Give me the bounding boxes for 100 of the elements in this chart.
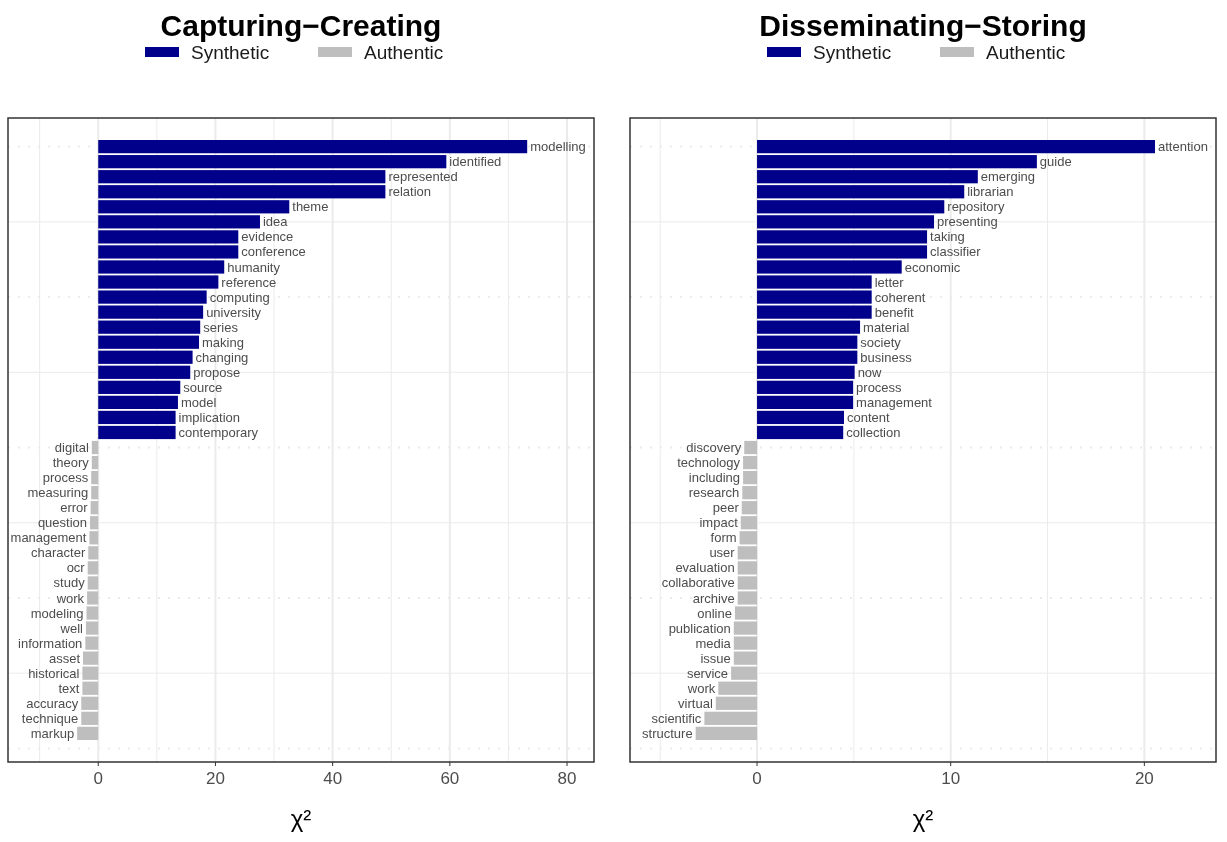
bar [757, 395, 854, 410]
y-tick-label: including [688, 470, 741, 486]
x-tick-label: 80 [557, 769, 577, 788]
y-tick-label: markup [30, 725, 75, 741]
legend-label: Synthetic [813, 41, 892, 63]
y-tick-label: process [42, 470, 89, 486]
y-tick-label: management [10, 530, 87, 546]
y-tick-label: historical [28, 665, 80, 681]
x-tick-label: 40 [323, 769, 343, 788]
bar [98, 155, 447, 169]
y-tick-label: publication [668, 620, 731, 636]
y-tick-label: represented [388, 169, 458, 185]
y-tick-label: text [58, 680, 80, 696]
bar [98, 170, 386, 184]
bar [98, 185, 386, 199]
bar [81, 711, 99, 725]
bar [98, 350, 193, 364]
bar [757, 410, 844, 425]
legend-label: Synthetic [191, 41, 270, 63]
y-tick-label: propose [193, 364, 241, 380]
y-tick-label: classifier [930, 244, 982, 260]
bar [90, 501, 99, 515]
bar [757, 365, 855, 379]
y-tick-label: study [53, 575, 86, 591]
y-tick-label: work [55, 590, 85, 606]
y-tick-label: collection [846, 425, 901, 441]
bar [88, 546, 99, 560]
y-tick-label: conference [241, 244, 306, 260]
bar [757, 350, 858, 364]
y-tick-label: business [860, 349, 913, 365]
x-tick-label: 0 [752, 769, 762, 788]
bar [704, 711, 758, 725]
y-tick-label: online [697, 605, 732, 621]
x-tick-label: 20 [1134, 769, 1154, 788]
bar [733, 651, 758, 665]
y-tick-label: implication [178, 409, 241, 425]
y-tick-label: society [860, 334, 902, 350]
y-tick-label: impact [699, 515, 739, 531]
y-tick-label: work [686, 680, 716, 696]
y-tick-label: well [59, 620, 84, 636]
y-tick-label: university [206, 304, 262, 320]
y-tick-label: modelling [530, 139, 586, 155]
y-tick-label: virtual [678, 695, 713, 711]
bar [757, 155, 1037, 169]
y-tick-label: librarian [967, 184, 1014, 200]
bar [757, 185, 965, 199]
y-tick-label: content [846, 409, 891, 425]
y-tick-label: contemporary [178, 425, 259, 441]
bar [757, 425, 844, 440]
bar [98, 320, 201, 334]
bar [757, 335, 858, 349]
y-tick-label: form [710, 530, 737, 546]
bar [98, 335, 200, 349]
y-tick-label: error [60, 500, 89, 516]
y-tick-label: presenting [937, 214, 998, 230]
y-tick-label: humanity [227, 259, 281, 275]
bar [757, 320, 861, 334]
bar [741, 501, 758, 515]
y-tick-label: material [863, 319, 910, 335]
y-tick-label: management [856, 394, 933, 410]
bar [91, 486, 99, 500]
bar [81, 696, 99, 710]
y-tick-label: emerging [980, 169, 1036, 185]
bar [718, 681, 758, 695]
bar [82, 681, 99, 695]
bar [743, 455, 758, 470]
x-tick-label: 20 [205, 769, 225, 788]
y-tick-label: source [183, 379, 223, 395]
y-tick-label: structure [642, 725, 693, 741]
y-tick-label: evidence [241, 229, 294, 245]
bar [757, 380, 854, 394]
bar [91, 455, 99, 470]
bar [77, 726, 99, 740]
y-tick-label: discovery [686, 440, 742, 456]
legend-label: Authentic [986, 41, 1066, 63]
legend-label: Authentic [364, 41, 444, 63]
bar [83, 651, 99, 665]
y-tick-label: theory [52, 455, 90, 471]
bar [91, 470, 99, 485]
y-tick-label: coherent [874, 289, 926, 305]
y-tick-label: benefit [874, 304, 915, 320]
bar [91, 440, 99, 455]
y-tick-label: identified [449, 154, 502, 170]
y-tick-label: attention [1158, 139, 1208, 155]
y-tick-label: character [31, 545, 86, 561]
x-tick-label: 0 [93, 769, 103, 788]
y-tick-label: scientific [651, 710, 702, 726]
y-tick-label: information [18, 635, 83, 651]
y-tick-label: asset [48, 650, 81, 666]
y-tick-label: economic [904, 259, 961, 275]
y-tick-label: now [857, 364, 883, 380]
y-tick-label: ocr [66, 560, 86, 576]
bar [757, 140, 1155, 154]
y-tick-label: process [856, 379, 903, 395]
bar [98, 395, 178, 410]
bar [742, 486, 758, 500]
y-tick-label: guide [1039, 154, 1072, 170]
bar [744, 440, 758, 455]
x-axis-title: χ² [290, 805, 312, 832]
bar [739, 531, 758, 545]
